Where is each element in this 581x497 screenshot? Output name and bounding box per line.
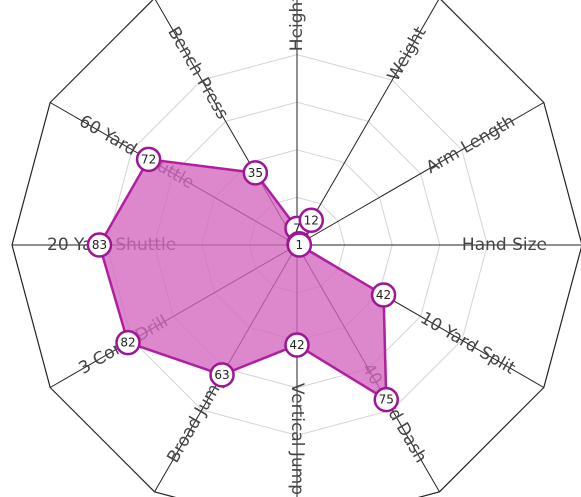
data-marker bbox=[115, 329, 141, 356]
data-point-broad-jump: 63 bbox=[209, 362, 235, 388]
spoke-arm-length bbox=[296, 102, 545, 246]
data-marker bbox=[135, 146, 162, 173]
data-marker bbox=[284, 332, 310, 358]
data-point-bench-press: 35 bbox=[242, 160, 269, 186]
data-marker bbox=[373, 386, 399, 413]
data-point-20-yard-shuttle: 83 bbox=[86, 232, 113, 258]
data-label: 42 bbox=[376, 288, 391, 302]
data-label: 83 bbox=[92, 238, 107, 252]
data-point-hand-size: 1 bbox=[286, 232, 313, 258]
data-label: 35 bbox=[248, 166, 263, 180]
data-marker bbox=[242, 160, 269, 186]
data-marker bbox=[370, 282, 397, 308]
data-marker bbox=[209, 362, 235, 388]
data-points: 712114275426382837235 bbox=[86, 146, 399, 413]
axis-label-height: Height bbox=[287, 0, 307, 51]
data-point-weight: 12 bbox=[298, 207, 325, 234]
axis-label-weight: Weight bbox=[384, 23, 431, 85]
data-point-3-cone-drill: 82 bbox=[115, 329, 141, 356]
data-label: 12 bbox=[304, 213, 319, 227]
data-label: 75 bbox=[379, 393, 394, 407]
data-label: 42 bbox=[289, 338, 304, 352]
data-point-60-yard-shuttle: 72 bbox=[135, 146, 162, 173]
data-marker bbox=[298, 207, 325, 234]
data-point-40-yard-dash: 75 bbox=[373, 386, 399, 413]
data-label: 82 bbox=[120, 336, 135, 350]
data-label: 7 bbox=[293, 221, 301, 235]
data-point-10-yard-split: 42 bbox=[370, 282, 397, 308]
data-label: 72 bbox=[141, 152, 156, 166]
data-point-vertical-jump: 42 bbox=[284, 332, 310, 358]
data-label: 1 bbox=[296, 238, 304, 252]
series-area bbox=[98, 158, 388, 401]
axis-label-vertical-jump: Vertical Jump bbox=[287, 383, 307, 495]
series-polygon bbox=[98, 158, 388, 401]
axis-label-hand-size: Hand Size bbox=[462, 235, 547, 255]
spoke-weight bbox=[296, 0, 440, 246]
data-marker bbox=[286, 232, 313, 258]
data-label: 63 bbox=[214, 368, 229, 382]
axis-label-arm-length: Arm Length bbox=[423, 111, 519, 178]
data-marker bbox=[86, 232, 113, 258]
